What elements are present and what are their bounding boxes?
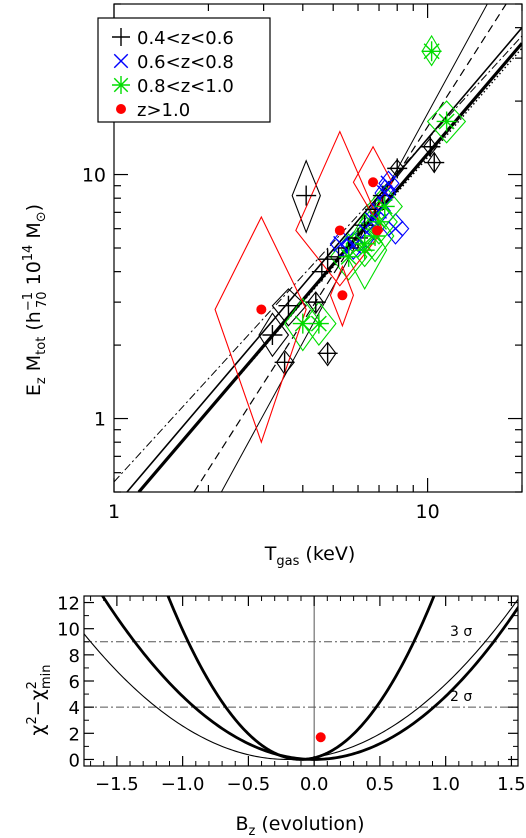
y-axis-title: χ2−χ2min <box>25 665 54 736</box>
x-tick-label: −1.0 <box>161 774 205 795</box>
data-point-asterisk <box>338 246 359 267</box>
data-point-asterisk <box>374 196 395 217</box>
error-diamond <box>258 312 290 358</box>
y-tick-label: 12 <box>57 594 80 615</box>
x-tick-label: 1 <box>108 501 120 523</box>
fit-lines <box>114 4 522 492</box>
error-diamond <box>302 301 337 346</box>
x-tick-label: 0.0 <box>300 774 329 795</box>
data-point-plus <box>420 136 441 157</box>
y-tick-label: 10 <box>57 620 80 641</box>
sigma-label: 3 σ <box>450 624 472 640</box>
x-axis-title: Bz (evolution) <box>235 813 364 838</box>
data-point-plus <box>305 292 326 313</box>
data-point-dot <box>368 177 379 188</box>
data-point-cross <box>376 185 393 202</box>
x-tick-label: −0.5 <box>227 774 271 795</box>
y-tick-label: 6 <box>69 672 80 693</box>
error-diamond <box>291 159 321 234</box>
chi2-curve-wide-thin <box>84 598 518 761</box>
error-diamond <box>426 100 467 144</box>
data-point-plus <box>317 343 338 364</box>
error-diamond <box>271 288 307 327</box>
data-point-plus <box>317 249 338 270</box>
error-diamond <box>352 145 393 217</box>
legend-marker-plus <box>112 28 130 46</box>
y-tick-label: 10 <box>82 165 106 187</box>
data-point-plus <box>274 352 295 373</box>
data-point-dot <box>337 290 348 301</box>
data-point-plus <box>387 158 408 179</box>
data-point-plus <box>354 215 375 236</box>
data-point-cross <box>380 175 397 192</box>
legend: 0.4<z<0.6 0.6<z<0.8 0.8<z<1.0 z>1.0 <box>97 17 271 123</box>
error-diamond <box>329 229 355 258</box>
data-point-asterisk <box>436 111 457 132</box>
sigma-label: 2 σ <box>450 689 472 705</box>
legend-box <box>97 17 271 123</box>
error-diamond <box>343 212 388 291</box>
x-axis-title: Tgas (keV) <box>264 543 356 569</box>
chi2-curve-wide-thick <box>100 596 518 761</box>
data-point-plus <box>296 185 317 206</box>
error-diamond <box>214 215 307 444</box>
data-point-asterisk <box>308 313 329 334</box>
data-point-plus <box>262 324 283 345</box>
x-tick-label: 0.5 <box>366 774 395 795</box>
x-tick-label: 10 <box>416 501 440 523</box>
data-point-dot <box>334 225 345 236</box>
data-point-plus <box>424 152 445 173</box>
x-tick-label: −1.5 <box>95 774 139 795</box>
legend-marker-cross <box>113 53 129 69</box>
fit-line-dash-dot <box>114 35 522 483</box>
data-points <box>256 41 457 373</box>
data-point-cross <box>365 212 382 229</box>
x-tick-label: 1.5 <box>497 774 526 795</box>
error-diamond <box>329 264 354 328</box>
legend-label: 0.6<z<0.8 <box>137 52 234 73</box>
data-point-plus <box>278 295 299 316</box>
y-tick-label: 2 <box>69 724 80 745</box>
y-tick-label: 8 <box>69 646 80 667</box>
data-point-asterisk <box>421 41 442 62</box>
y-axis-title: Ez Mtot (h−170 1014 M⊙) <box>21 204 50 396</box>
data-point-asterisk <box>354 240 375 261</box>
y-tick-label: 4 <box>69 698 80 719</box>
legend-label: z>1.0 <box>137 100 190 121</box>
axis-ticks: −1.5 −1.0 −0.5 0.0 0.5 1.0 1.5 0 2 4 6 8 10 12 <box>57 594 526 795</box>
x-tick-label: 1.0 <box>431 774 460 795</box>
data-point-plus <box>311 261 332 282</box>
axis-ticks: 1 10 1 10 <box>82 3 523 523</box>
legend-label: 0.8<z<1.0 <box>137 76 234 97</box>
data-point-cross <box>387 220 404 237</box>
plot-frame <box>83 595 519 767</box>
fit-line-thick-solid <box>137 42 522 492</box>
error-diamond <box>374 179 397 208</box>
fit-line-dotted <box>138 47 522 492</box>
evolution-chi2-chart: −1.5 −1.0 −0.5 0.0 0.5 1.0 1.5 0 2 4 6 8 10 12 Bz (ev… <box>25 594 526 838</box>
y-tick-label: 0 <box>69 750 80 771</box>
error-diamond <box>295 130 384 287</box>
red-marker <box>315 732 326 743</box>
data-point-dot <box>372 225 383 236</box>
legend-marker-asterisk <box>112 76 130 94</box>
data-point-dot <box>256 304 267 315</box>
error-diamond <box>355 209 395 263</box>
data-point-asterisk <box>365 225 386 246</box>
reference-lines <box>84 596 518 766</box>
legend-marker-dot <box>116 104 126 114</box>
legend-label: 0.4<z<0.6 <box>137 28 234 49</box>
y-tick-label: 1 <box>94 409 106 431</box>
